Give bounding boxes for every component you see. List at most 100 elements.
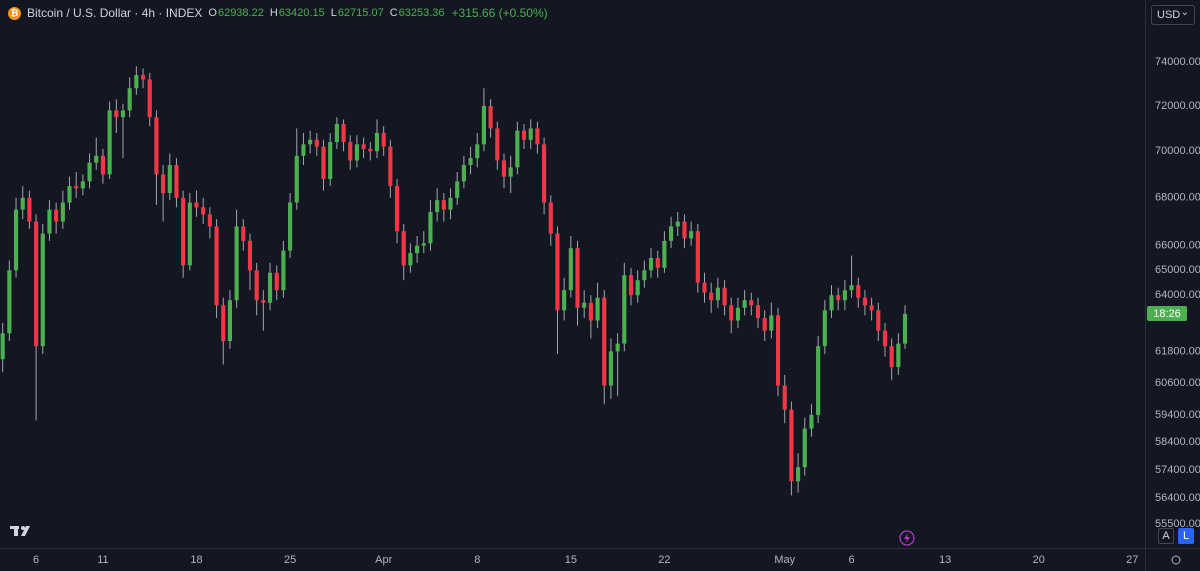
- log-scale-button[interactable]: L: [1178, 528, 1194, 544]
- candle-body: [735, 307, 741, 321]
- candle-body: [448, 197, 453, 210]
- candle-body: [288, 202, 293, 251]
- candle-body: [782, 385, 787, 410]
- candle-body: [428, 212, 433, 244]
- candle-body: [67, 186, 72, 203]
- candle-body: [481, 105, 487, 145]
- candle-body: [528, 128, 533, 140]
- candle-body: [94, 155, 99, 163]
- candle-body: [13, 209, 19, 271]
- candle-body: [575, 248, 580, 308]
- candle-body: [187, 202, 192, 266]
- candle-body: [695, 231, 700, 283]
- candle-body: [749, 300, 754, 306]
- ohlc-item: L62715.07: [331, 7, 384, 19]
- candle-body: [134, 75, 139, 89]
- candle-body: [381, 132, 386, 147]
- candle-body: [174, 165, 179, 198]
- candle-body: [588, 302, 593, 321]
- candle-body: [662, 240, 667, 268]
- candle-body: [314, 139, 319, 147]
- currency-selector[interactable]: USD: [1151, 5, 1195, 25]
- candle-body: [354, 144, 360, 161]
- candle-body: [902, 314, 908, 344]
- candle-body: [796, 467, 801, 482]
- ohlc-value: 63420.15: [278, 7, 325, 19]
- candle-body: [568, 248, 573, 291]
- candle-body: [181, 197, 186, 266]
- candle-body: [120, 110, 126, 118]
- candle-body: [722, 287, 727, 306]
- ohlc-key: L: [330, 7, 337, 19]
- candle-body: [147, 79, 152, 118]
- change-label: +315.66 (+0.50%): [451, 6, 548, 20]
- candle-body: [267, 272, 273, 303]
- candle-body: [455, 181, 460, 198]
- candle-body: [461, 165, 466, 182]
- y-tick-label: 68000.00: [1155, 192, 1200, 204]
- countdown-label: 18:26: [1153, 308, 1181, 320]
- ohlc-value: 62715.07: [337, 7, 384, 19]
- candle-body: [548, 202, 553, 234]
- x-tick-label: 25: [284, 554, 296, 566]
- candle-body: [334, 123, 339, 143]
- ohlc-key: H: [269, 7, 278, 19]
- candle-body: [889, 346, 894, 368]
- ohlc-value: 63253.36: [398, 7, 445, 19]
- candle-body: [401, 231, 406, 266]
- candle-body: [281, 250, 286, 291]
- candle-body: [328, 142, 333, 180]
- x-tick-label: May: [774, 554, 795, 566]
- x-tick-label: 8: [474, 554, 480, 566]
- candle-body: [535, 128, 540, 145]
- candle-body: [709, 292, 714, 301]
- candle-body: [274, 272, 279, 291]
- candle-body: [521, 130, 527, 140]
- candle-body: [40, 233, 45, 347]
- y-tick-label: 70000.00: [1155, 145, 1200, 157]
- ohlc-values: O62938.22 H63420.15 L62715.07 C63253.36: [208, 7, 444, 19]
- candle-body: [140, 75, 146, 80]
- settings-icon[interactable]: [1171, 555, 1181, 565]
- candles: [0, 66, 908, 496]
- candle-body: [374, 132, 380, 152]
- candle-body: [642, 270, 647, 281]
- lightning-icon[interactable]: [899, 530, 915, 546]
- candle-body: [862, 297, 868, 306]
- candle-body: [856, 285, 861, 298]
- candle-body: [114, 110, 119, 118]
- x-tick-label: 22: [658, 554, 670, 566]
- y-tick-label: 57400.00: [1155, 464, 1200, 476]
- candle-body: [161, 174, 166, 194]
- candle-body: [107, 110, 112, 175]
- candle-body: [742, 300, 747, 308]
- candle-body: [294, 155, 299, 203]
- candle-body: [60, 202, 65, 222]
- y-tick-label: 58400.00: [1155, 436, 1200, 448]
- candle-body: [348, 142, 353, 161]
- auto-scale-button[interactable]: A: [1158, 528, 1174, 544]
- candle-body: [882, 330, 888, 347]
- y-tick-label: 74000.00: [1155, 56, 1200, 68]
- symbol-header: ₿ Bitcoin / U.S. Dollar · 4h · INDEX O62…: [8, 6, 548, 20]
- ohlc-key: C: [389, 7, 398, 19]
- y-tick-label: 59400.00: [1155, 409, 1200, 421]
- candle-body: [301, 144, 306, 156]
- candle-body: [602, 297, 607, 386]
- ohlc-item: C63253.36: [390, 7, 445, 19]
- x-tick-label: 20: [1033, 554, 1045, 566]
- candle-body: [388, 146, 393, 187]
- candle-body: [408, 253, 413, 266]
- x-tick-label: 13: [939, 554, 951, 566]
- candle-body: [475, 144, 480, 159]
- candle-body: [608, 351, 614, 386]
- x-tick-label: 6: [849, 554, 855, 566]
- tradingview-logo: [10, 526, 30, 536]
- candle-body: [849, 285, 854, 291]
- candle-body: [441, 200, 446, 210]
- symbol-title: Bitcoin / U.S. Dollar · 4h · INDEX: [27, 6, 203, 20]
- y-tick-label: 55500.00: [1155, 518, 1200, 530]
- candle-body: [542, 144, 547, 203]
- candle-body: [87, 162, 92, 182]
